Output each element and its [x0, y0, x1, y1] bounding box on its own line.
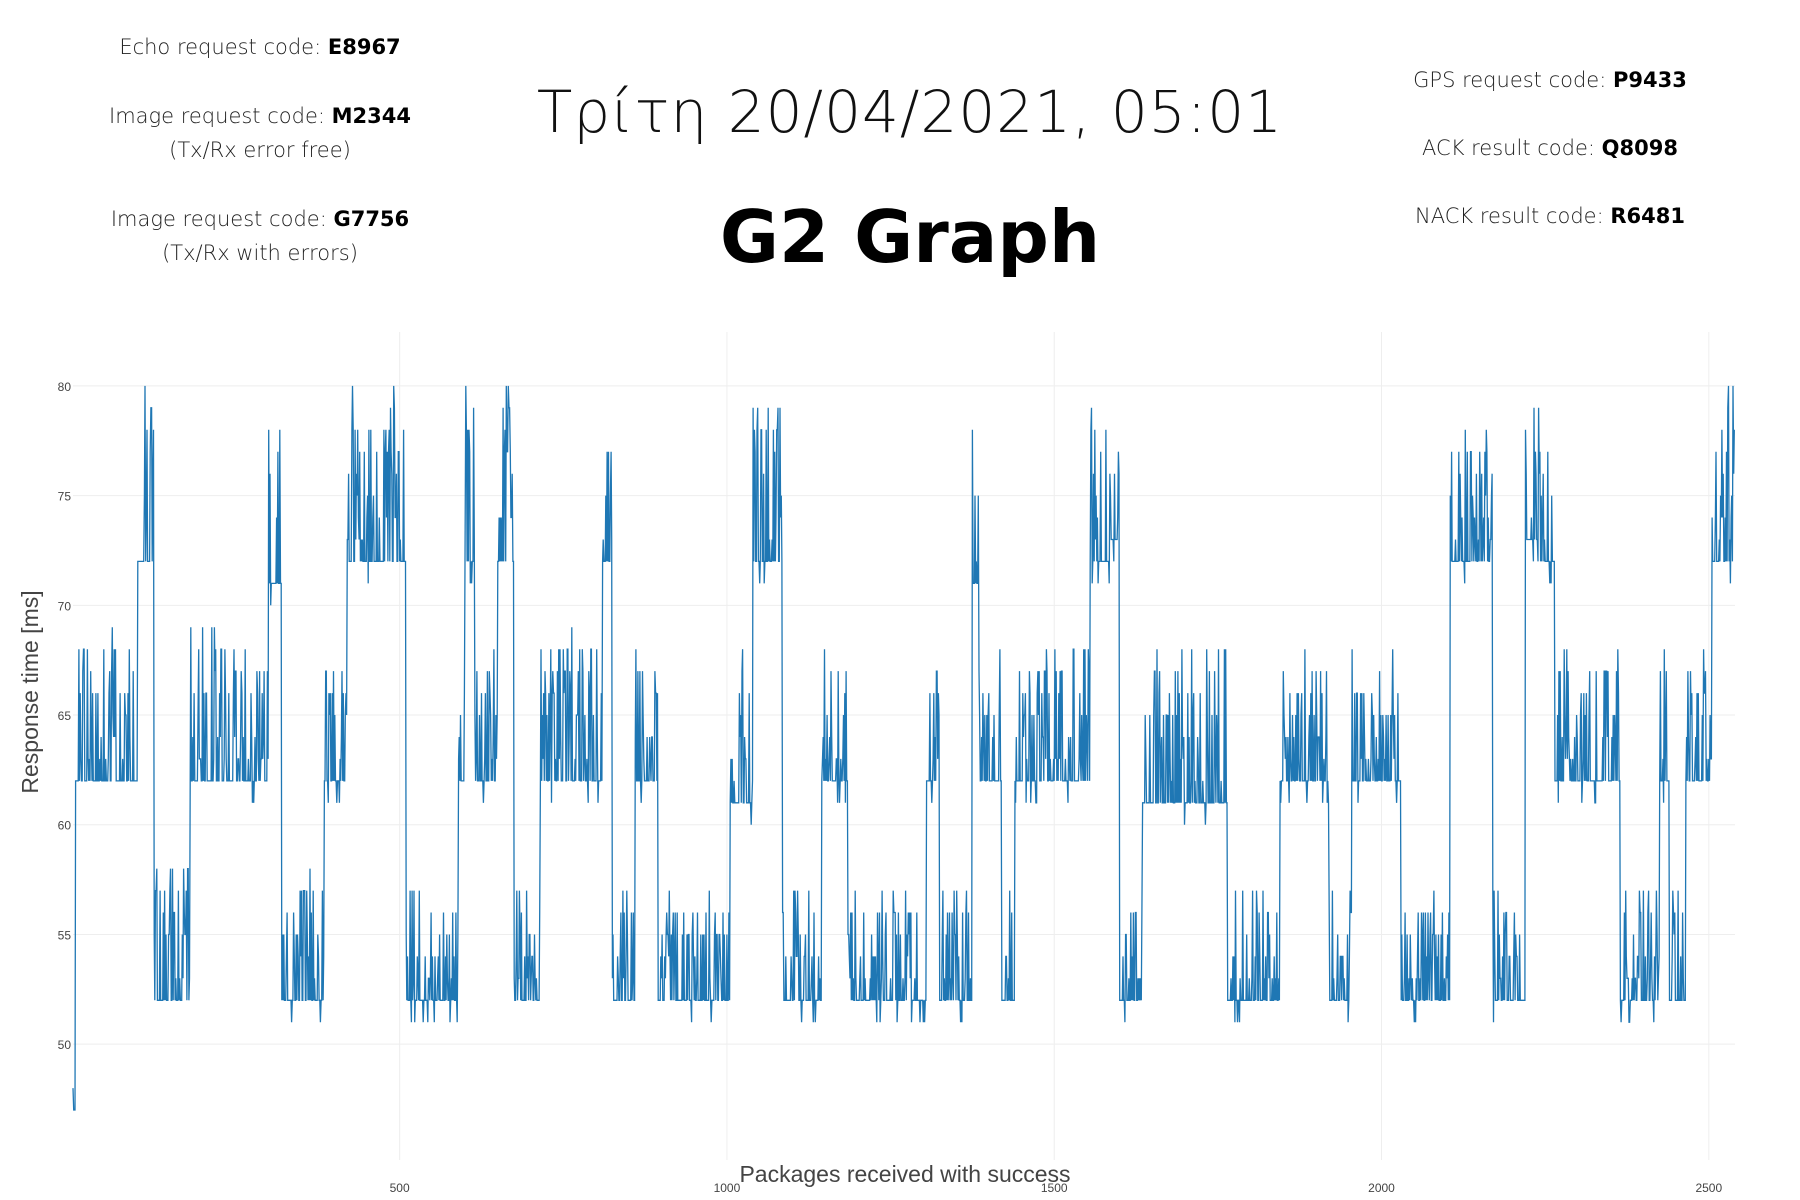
image-ok-code: M2344 [331, 104, 411, 128]
y-tick-label: 70 [58, 599, 72, 613]
response-time-series-line [72, 385, 1735, 1111]
image-err-code: G7756 [333, 207, 410, 231]
gps-code: P9433 [1613, 68, 1687, 92]
image-ok-note: (Tx/Rx error free) [169, 138, 351, 162]
ack-label: ACK result code: [1422, 136, 1595, 160]
nack-code: R6481 [1610, 204, 1685, 228]
x-tick-label: 1000 [714, 1181, 741, 1195]
image-err-label: Image request code: [110, 207, 327, 231]
y-tick-label: 55 [58, 928, 72, 942]
echo-code-info: Echo request code: E8967 [60, 30, 460, 64]
grid-lines [73, 332, 1735, 1160]
echo-code: E8967 [327, 35, 401, 59]
gps-code-info: GPS request code: P9433 [1340, 63, 1760, 97]
image-ok-label: Image request code: [109, 104, 325, 128]
x-axis-label: Packages received with success [739, 1161, 1070, 1187]
y-tick-label: 80 [58, 380, 72, 394]
y-tick-label: 65 [58, 709, 72, 723]
y-tick-label: 50 [58, 1038, 72, 1052]
x-tick-labels: 500 1000 1500 2000 2500 [390, 1181, 1723, 1195]
image-err-note: (Tx/Rx with errors) [162, 241, 358, 265]
response-time-chart: 500 1000 1500 2000 2500 50 55 60 65 70 75 80 Packa… [17, 332, 1735, 1195]
y-tick-label: 75 [58, 490, 72, 504]
chart-title: G2 Graph [719, 195, 1101, 279]
nack-code-info: NACK result code: R6481 [1340, 199, 1760, 233]
x-tick-label: 1500 [1041, 1181, 1068, 1195]
ack-code: Q8098 [1601, 136, 1678, 160]
y-axis-label: Response time [ms] [17, 590, 43, 793]
x-tick-label: 2000 [1368, 1181, 1395, 1195]
x-tick-label: 2500 [1695, 1181, 1722, 1195]
gps-label: GPS request code: [1413, 68, 1607, 92]
y-tick-labels: 50 55 60 65 70 75 80 [58, 380, 72, 1052]
image-ok-code-info: Image request code: M2344 (Tx/Rx error f… [60, 99, 460, 167]
x-tick-label: 500 [390, 1181, 410, 1195]
echo-label: Echo request code: [119, 35, 322, 59]
image-err-code-info: Image request code: G7756 (Tx/Rx with er… [60, 202, 460, 270]
y-tick-label: 60 [58, 819, 72, 833]
ack-code-info: ACK result code: Q8098 [1340, 131, 1760, 165]
date-heading: Τρίτη 20/04/2021, 05:01 [536, 78, 1284, 146]
nack-label: NACK result code: [1415, 204, 1604, 228]
